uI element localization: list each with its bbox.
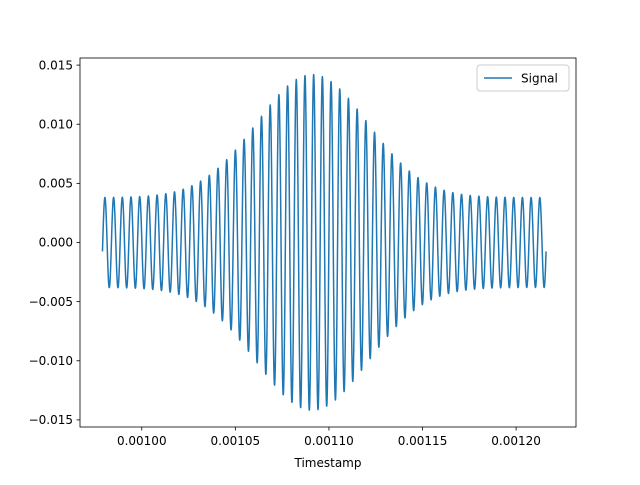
x-tick-label: 0.00115 (398, 434, 448, 448)
y-axis: 0.015 0.010 0.005 0.000 −0.005 −0.010 −0.015 (29, 58, 80, 427)
y-tick-label: −0.005 (29, 295, 73, 309)
y-tick-label: −0.010 (29, 354, 73, 368)
y-tick-label: 0.005 (39, 177, 73, 191)
x-tick-label: 0.00110 (304, 434, 354, 448)
series-layer (101, 73, 547, 411)
x-axis: 0.00100 0.00105 0.00110 0.00115 0.00120 (117, 427, 541, 448)
x-tick-label: 0.00105 (211, 434, 261, 448)
series-line-signal (101, 73, 547, 411)
y-tick-label: 0.000 (39, 236, 73, 250)
legend-label: Signal (521, 71, 558, 85)
x-tick-label: 0.00120 (491, 434, 541, 448)
y-tick-label: 0.015 (39, 58, 73, 72)
x-tick-label: 0.00100 (117, 434, 167, 448)
legend-box (476, 64, 570, 92)
y-tick-label: −0.015 (29, 413, 73, 427)
legend: Signal (476, 64, 570, 92)
x-axis-label: Timestamp (294, 456, 362, 470)
y-tick-label: 0.010 (39, 117, 73, 131)
